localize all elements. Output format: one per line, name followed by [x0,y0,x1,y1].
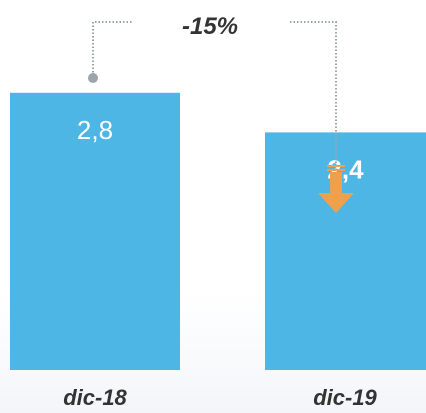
connector-right [290,21,337,170]
connector-start-dot [88,73,98,83]
bar-dic-19 [265,132,426,370]
change-annotation: -15% [182,13,238,40]
change-connector [88,21,337,170]
category-label-dic-19: dic-19 [313,385,377,410]
connector-left [92,21,132,76]
category-label-dic-18: dic-18 [63,385,127,410]
bars-group [10,92,426,371]
bar-dic-18 [10,92,180,371]
down-arrow-icon [318,165,354,213]
category-labels-group: dic-18 dic-19 [63,385,377,410]
value-label-dic-18: 2,8 [77,115,113,145]
